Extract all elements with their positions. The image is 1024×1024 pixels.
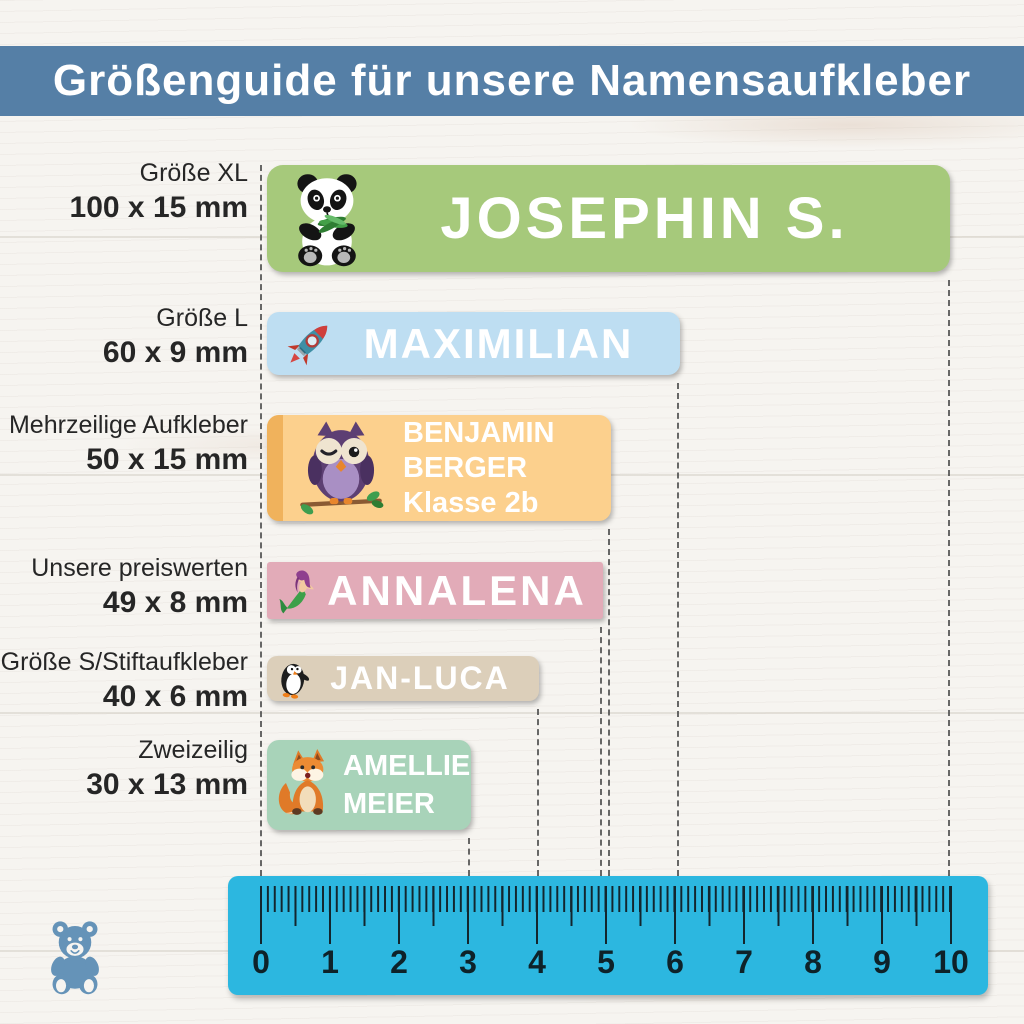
ruler-number: 2 xyxy=(390,944,408,980)
sticker-line-2: BERGER xyxy=(403,451,528,484)
row-label-l: Größe L 60 x 9 mm xyxy=(0,303,248,371)
row-label-text: Größe L xyxy=(156,304,248,332)
mermaid-icon xyxy=(279,570,314,613)
row-size-text: 60 x 9 mm xyxy=(102,336,248,369)
row-label-multiline: Mehrzeilige Aufkleber 50 x 15 mm xyxy=(0,410,248,478)
panda-icon xyxy=(297,173,357,266)
sticker-name: MAXIMILIAN xyxy=(363,319,634,367)
ruler-number: 0 xyxy=(252,944,270,980)
row-label-budget: Unsere preiswerten 49 x 8 mm xyxy=(0,553,248,621)
ruler-ticks-cm xyxy=(260,886,953,944)
row-size-text: 50 x 15 mm xyxy=(86,443,248,476)
row-label-text: Unsere preiswerten xyxy=(31,554,248,582)
sticker-xl: JOSEPHIN S. xyxy=(267,165,950,272)
sticker-name: JOSEPHIN S. xyxy=(440,186,849,251)
ruler-number: 10 xyxy=(933,944,969,980)
row-size-text: 30 x 13 mm xyxy=(86,768,248,801)
sticker-text-block: AMELLIE MEIER xyxy=(343,747,470,823)
sticker-l: MAXIMILIAN xyxy=(267,312,680,375)
sticker-name: ANNALENA xyxy=(327,566,587,614)
ruler-number: 7 xyxy=(735,944,753,980)
sticker-line-2: MEIER xyxy=(343,788,435,820)
row-size-text: 40 x 6 mm xyxy=(102,680,248,713)
row-label-text: Größe XL xyxy=(139,159,248,187)
sticker-line-3: Klasse 2b xyxy=(403,486,539,519)
penguin-icon xyxy=(281,663,310,699)
page-title: Größenguide für unsere Namensaufkleber xyxy=(52,56,972,105)
row-label-twoline: Zweizeilig 30 x 13 mm xyxy=(0,735,248,803)
guide-line-40mm xyxy=(537,709,539,876)
fox-icon xyxy=(278,748,325,815)
guide-line-0mm xyxy=(260,165,262,876)
ruler-number: 6 xyxy=(666,944,684,980)
ruler-number: 4 xyxy=(528,944,546,980)
ruler-number: 3 xyxy=(459,944,477,980)
guide-line-50mm xyxy=(608,529,610,876)
ruler-number: 9 xyxy=(873,944,891,980)
row-label-text: Größe S/Stiftaufkleber xyxy=(0,648,248,676)
teddy-bear-icon xyxy=(51,921,99,995)
sticker-twoline: AMELLIE MEIER xyxy=(267,740,471,830)
ruler: 0 1 2 3 4 5 6 7 8 9 10 xyxy=(228,876,988,995)
ruler-number: 1 xyxy=(321,944,339,980)
sticker-multiline: BENJAMIN BERGER Klasse 2b xyxy=(267,415,611,521)
sticker-line-1: AMELLIE xyxy=(343,750,471,782)
guide-line-30mm xyxy=(468,838,470,876)
row-label-xl: Größe XL 100 x 15 mm xyxy=(0,158,248,226)
row-label-s: Größe S/Stiftaufkleber 40 x 6 mm xyxy=(0,647,248,715)
row-label-text: Mehrzeilige Aufkleber xyxy=(8,411,248,439)
guide-line-100mm xyxy=(948,280,950,876)
sticker-name: JAN-LUCA xyxy=(330,660,510,696)
guide-line-60mm xyxy=(677,383,679,876)
sticker-budget: ANNALENA xyxy=(267,562,603,619)
owl-icon xyxy=(300,421,384,515)
sticker-line-1: BENJAMIN xyxy=(403,416,555,449)
rocket-icon xyxy=(287,325,328,365)
guide-line-49mm xyxy=(600,627,602,876)
ruler-number: 8 xyxy=(804,944,822,980)
sticker-text-block: BENJAMIN BERGER Klasse 2b xyxy=(403,416,554,521)
row-size-text: 49 x 8 mm xyxy=(102,586,248,619)
row-label-text: Zweizeilig xyxy=(138,736,248,764)
row-size-text: 100 x 15 mm xyxy=(69,191,248,224)
sticker-edge-strip xyxy=(267,415,283,521)
sticker-s: JAN-LUCA xyxy=(267,656,539,701)
header-bar: Größenguide für unsere Namensaufkleber xyxy=(0,46,1024,116)
ruler-number: 5 xyxy=(597,944,615,980)
